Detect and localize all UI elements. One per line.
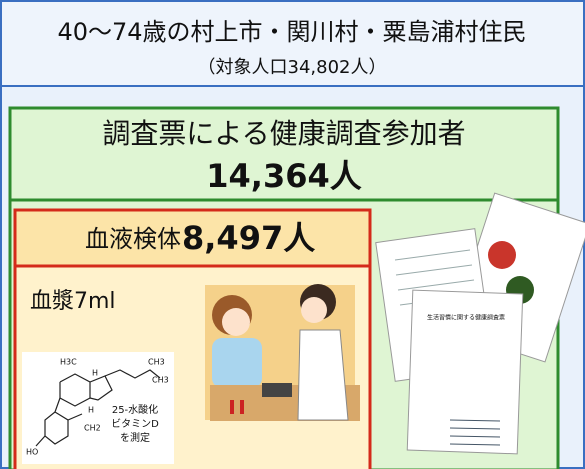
blood-label: 血液検体 [85,225,181,253]
survey-count: 14,364人 [206,157,362,195]
structure-label: CH3 [152,376,169,385]
structure-label: H [92,369,98,378]
structure-label: CH3 [148,358,165,367]
diagram: 40～74歳の村上市・関川村・粟島浦村住民 （対象人口34,802人） 調査票に… [0,0,585,469]
blood-count: 8,497人 [182,219,315,257]
blood-volume: 血漿7ml [30,289,116,314]
structure-label: H [88,406,94,415]
header-title: 40～74歳の村上市・関川村・粟島浦村住民 [57,18,526,46]
measurement-text: 25-水酸化 [112,403,158,416]
structure-label: HO [26,448,38,457]
header-subtitle: （対象人口34,802人） [198,57,387,78]
measurement-text: ビタミンD [111,418,159,430]
questionnaire-title: 生活習慣に関する健康調査票 [427,314,505,322]
structure-label: CH2 [84,424,101,433]
blood-draw-illustration [205,284,360,421]
structure-label: H3C [60,358,77,367]
measurement-text: を測定 [120,431,150,444]
survey-label: 調査票による健康調査参加者 [102,117,465,150]
